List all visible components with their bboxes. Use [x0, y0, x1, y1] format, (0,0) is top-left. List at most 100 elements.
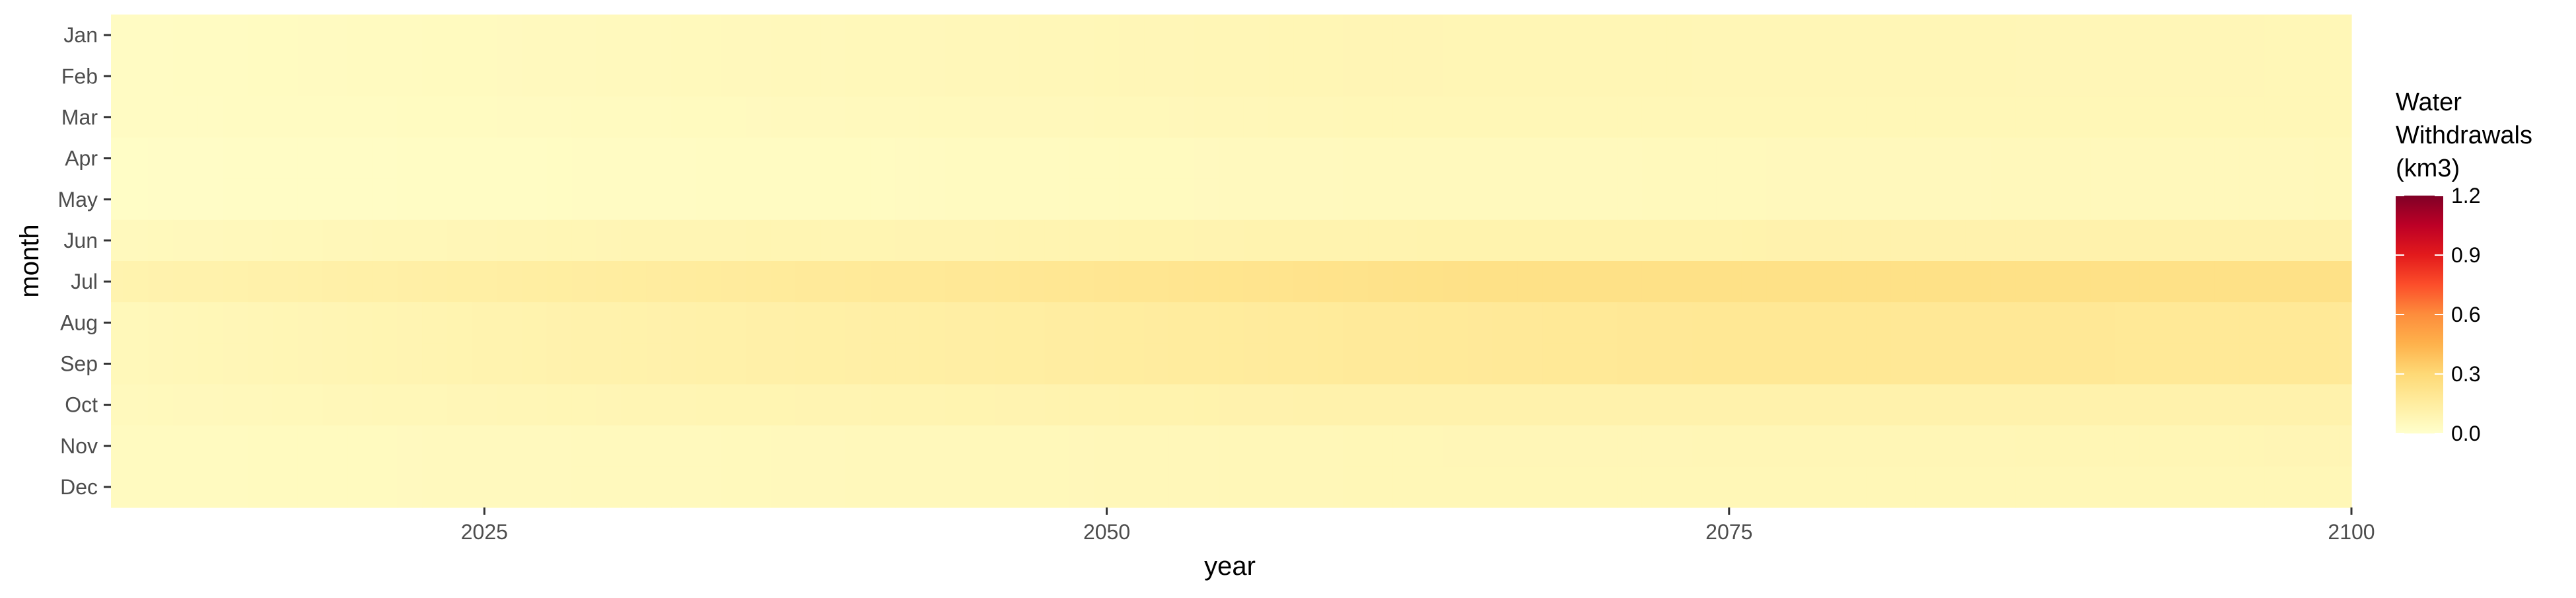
heatmap-cell — [1044, 15, 1070, 56]
heatmap-cell — [1368, 96, 1394, 139]
heatmap-cell — [111, 178, 124, 221]
heatmap-cell — [1841, 384, 1867, 426]
heatmap-cell — [845, 219, 871, 262]
heatmap-cell — [322, 137, 348, 180]
heatmap-cell — [770, 425, 797, 467]
heatmap-cell — [1841, 15, 1867, 56]
heatmap-cell — [1094, 466, 1120, 508]
heatmap-cell — [919, 96, 946, 139]
heatmap-cell — [1044, 466, 1070, 508]
heatmap-cell — [1168, 425, 1195, 467]
heatmap-cell — [2114, 425, 2141, 467]
heatmap-cell — [297, 425, 323, 467]
heatmap-cell — [1716, 425, 1742, 467]
heatmap-cell — [970, 15, 995, 56]
heatmap-cell — [297, 96, 323, 139]
heatmap-cell — [1343, 219, 1369, 262]
heatmap-cell — [2139, 302, 2165, 344]
heatmap-cell — [223, 302, 248, 344]
heatmap-cell — [1592, 343, 1618, 385]
heatmap-cell — [447, 178, 473, 221]
heatmap-cell — [223, 466, 248, 508]
heatmap-cell — [397, 425, 423, 467]
heatmap-cell — [2339, 178, 2352, 221]
heatmap-cell — [696, 425, 721, 467]
heatmap-cell — [1791, 96, 1817, 139]
heatmap-cell — [721, 15, 746, 56]
heatmap-cell — [472, 425, 497, 467]
heatmap-cell — [1741, 343, 1767, 385]
heatmap-cell — [1890, 425, 1917, 467]
heatmap-cell — [2289, 219, 2315, 262]
heatmap-cell — [1318, 137, 1344, 180]
heatmap-cell — [1617, 384, 1643, 426]
heatmap-cell — [123, 219, 149, 262]
heatmap-cell — [148, 137, 174, 180]
heatmap-cell — [1243, 261, 1270, 303]
heatmap-cell — [1866, 343, 1892, 385]
heatmap-cell — [272, 56, 299, 97]
heatmap-cell — [2040, 15, 2066, 56]
heatmap-cell — [646, 466, 672, 508]
heatmap-cell — [945, 219, 970, 262]
heatmap-cell — [248, 302, 273, 344]
heatmap-cell — [372, 384, 398, 426]
heatmap-cell — [1468, 56, 1493, 97]
heatmap-cell — [2190, 96, 2215, 139]
heatmap-cell — [223, 261, 248, 303]
heatmap-cell — [1965, 343, 1991, 385]
heatmap-cell — [272, 343, 299, 385]
heatmap-cell — [919, 137, 946, 180]
heatmap-cell — [1592, 96, 1618, 139]
heatmap-cell — [1741, 96, 1767, 139]
heatmap-cell — [795, 302, 821, 344]
heatmap-cell — [945, 96, 970, 139]
heatmap-cell — [621, 178, 647, 221]
heatmap-cell — [1965, 219, 1991, 262]
heatmap-cell — [1716, 219, 1742, 262]
heatmap-cell — [2264, 56, 2290, 97]
heatmap-cell — [1243, 466, 1270, 508]
heatmap-cell — [1542, 15, 1568, 56]
heatmap-cell — [2190, 15, 2215, 56]
heatmap-cell — [820, 302, 846, 344]
heatmap-cell — [596, 466, 622, 508]
heatmap-cell — [646, 15, 672, 56]
heatmap-cell — [347, 178, 373, 221]
heatmap-cell — [1144, 219, 1170, 262]
heatmap-cell — [746, 15, 771, 56]
x-tick-label: 2025 — [461, 520, 508, 544]
heatmap-cell — [1567, 261, 1593, 303]
heatmap-cell — [820, 15, 846, 56]
heatmap-cell — [1343, 302, 1369, 344]
heatmap-cell — [1716, 302, 1742, 344]
heatmap-cell — [696, 15, 721, 56]
heatmap-cell — [1617, 425, 1643, 467]
x-axis-title: year — [1204, 552, 1256, 581]
heatmap-cell — [1343, 261, 1369, 303]
y-tick-label: Apr — [65, 147, 98, 170]
heatmap-cell — [646, 261, 672, 303]
heatmap-cell — [2040, 343, 2066, 385]
heatmap-cell — [223, 343, 248, 385]
heatmap-cell — [945, 56, 970, 97]
heatmap-cell — [1119, 137, 1145, 180]
heatmap-cell — [770, 466, 797, 508]
heatmap-cell — [223, 56, 248, 97]
heatmap-cell — [1168, 466, 1195, 508]
heatmap-cell — [111, 56, 124, 97]
heatmap-cell — [1368, 261, 1394, 303]
heatmap-cell — [248, 178, 273, 221]
heatmap-cell — [994, 425, 1020, 467]
heatmap-cell — [2065, 466, 2091, 508]
heatmap-cell — [1443, 261, 1468, 303]
heatmap-cell — [2015, 219, 2041, 262]
heatmap-cell — [1542, 219, 1568, 262]
heatmap-cell — [1343, 178, 1369, 221]
heatmap-cell — [2139, 178, 2165, 221]
heatmap-cell — [1044, 343, 1070, 385]
heatmap-cell — [1144, 15, 1170, 56]
heatmap-cell — [1766, 15, 1792, 56]
heatmap-cell — [1866, 56, 1892, 97]
